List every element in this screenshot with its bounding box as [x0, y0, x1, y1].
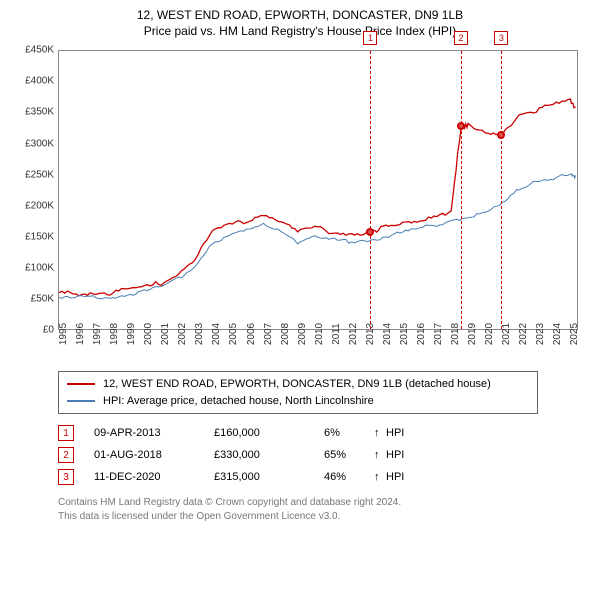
sale-row-marker: 1: [58, 425, 74, 441]
arrow-up-icon: ↑: [374, 449, 386, 461]
sales-table: 109-APR-2013£160,0006%↑HPI201-AUG-2018£3…: [58, 422, 538, 488]
series-hpi: [59, 174, 576, 299]
legend-swatch: [67, 383, 95, 385]
series-price_paid: [59, 99, 576, 296]
legend-item: HPI: Average price, detached house, Nort…: [67, 393, 529, 410]
sale-date: 11-DEC-2020: [94, 471, 214, 483]
y-axis-tick: £300K: [10, 138, 54, 149]
legend-box: 12, WEST END ROAD, EPWORTH, DONCASTER, D…: [58, 371, 538, 414]
sale-row-marker: 3: [58, 469, 74, 485]
sale-vline: [501, 51, 502, 329]
y-axis-tick: £150K: [10, 231, 54, 242]
y-axis-tick: £0: [10, 325, 54, 336]
sale-price: £160,000: [214, 427, 324, 439]
sale-row: 1 09-APR-2013£160,0006%↑HPI: [58, 422, 538, 444]
sale-pct: 6%: [324, 427, 374, 439]
title-line-1: 12, WEST END ROAD, EPWORTH, DONCASTER, D…: [10, 8, 590, 24]
legend-label: HPI: Average price, detached house, Nort…: [103, 393, 374, 410]
legend-swatch: [67, 400, 95, 402]
sale-price: £330,000: [214, 449, 324, 461]
footer-line-1: Contains HM Land Registry data © Crown c…: [58, 496, 590, 510]
legend-label: 12, WEST END ROAD, EPWORTH, DONCASTER, D…: [103, 376, 491, 393]
sale-vline: [370, 51, 371, 329]
sale-marker-label: 2: [454, 31, 468, 45]
arrow-up-icon: ↑: [374, 471, 386, 483]
legend-item: 12, WEST END ROAD, EPWORTH, DONCASTER, D…: [67, 376, 529, 393]
footer-line-2: This data is licensed under the Open Gov…: [58, 510, 590, 524]
chart-area: 123 £0 £50K £100K £150K £200K £250K £300K £350K…: [10, 45, 590, 365]
sale-row: 3 11-DEC-2020£315,00046%↑HPI: [58, 466, 538, 488]
y-axis-tick: £50K: [10, 294, 54, 305]
sale-pct: 46%: [324, 471, 374, 483]
sale-price: £315,000: [214, 471, 324, 483]
y-axis-tick: £450K: [10, 45, 54, 56]
sale-date: 01-AUG-2018: [94, 449, 214, 461]
y-axis-tick: £350K: [10, 107, 54, 118]
x-axis-tick: 2025: [569, 323, 600, 345]
sale-marker-point: [497, 131, 505, 139]
sale-hpi-label: HPI: [386, 449, 416, 461]
y-axis-tick: £400K: [10, 76, 54, 87]
sale-row: 2 01-AUG-2018£330,00065%↑HPI: [58, 444, 538, 466]
sale-marker-point: [366, 228, 374, 236]
sale-marker-label: 1: [363, 31, 377, 45]
arrow-up-icon: ↑: [374, 427, 386, 439]
sale-marker-point: [457, 122, 465, 130]
footer-attribution: Contains HM Land Registry data © Crown c…: [58, 496, 590, 524]
sale-vline: [461, 51, 462, 329]
sale-row-marker: 2: [58, 447, 74, 463]
y-axis-tick: £200K: [10, 200, 54, 211]
sale-marker-label: 3: [494, 31, 508, 45]
sale-date: 09-APR-2013: [94, 427, 214, 439]
plot-region: 123: [58, 50, 578, 330]
sale-hpi-label: HPI: [386, 471, 416, 483]
y-axis-tick: £100K: [10, 262, 54, 273]
y-axis-tick: £250K: [10, 169, 54, 180]
sale-hpi-label: HPI: [386, 427, 416, 439]
sale-pct: 65%: [324, 449, 374, 461]
